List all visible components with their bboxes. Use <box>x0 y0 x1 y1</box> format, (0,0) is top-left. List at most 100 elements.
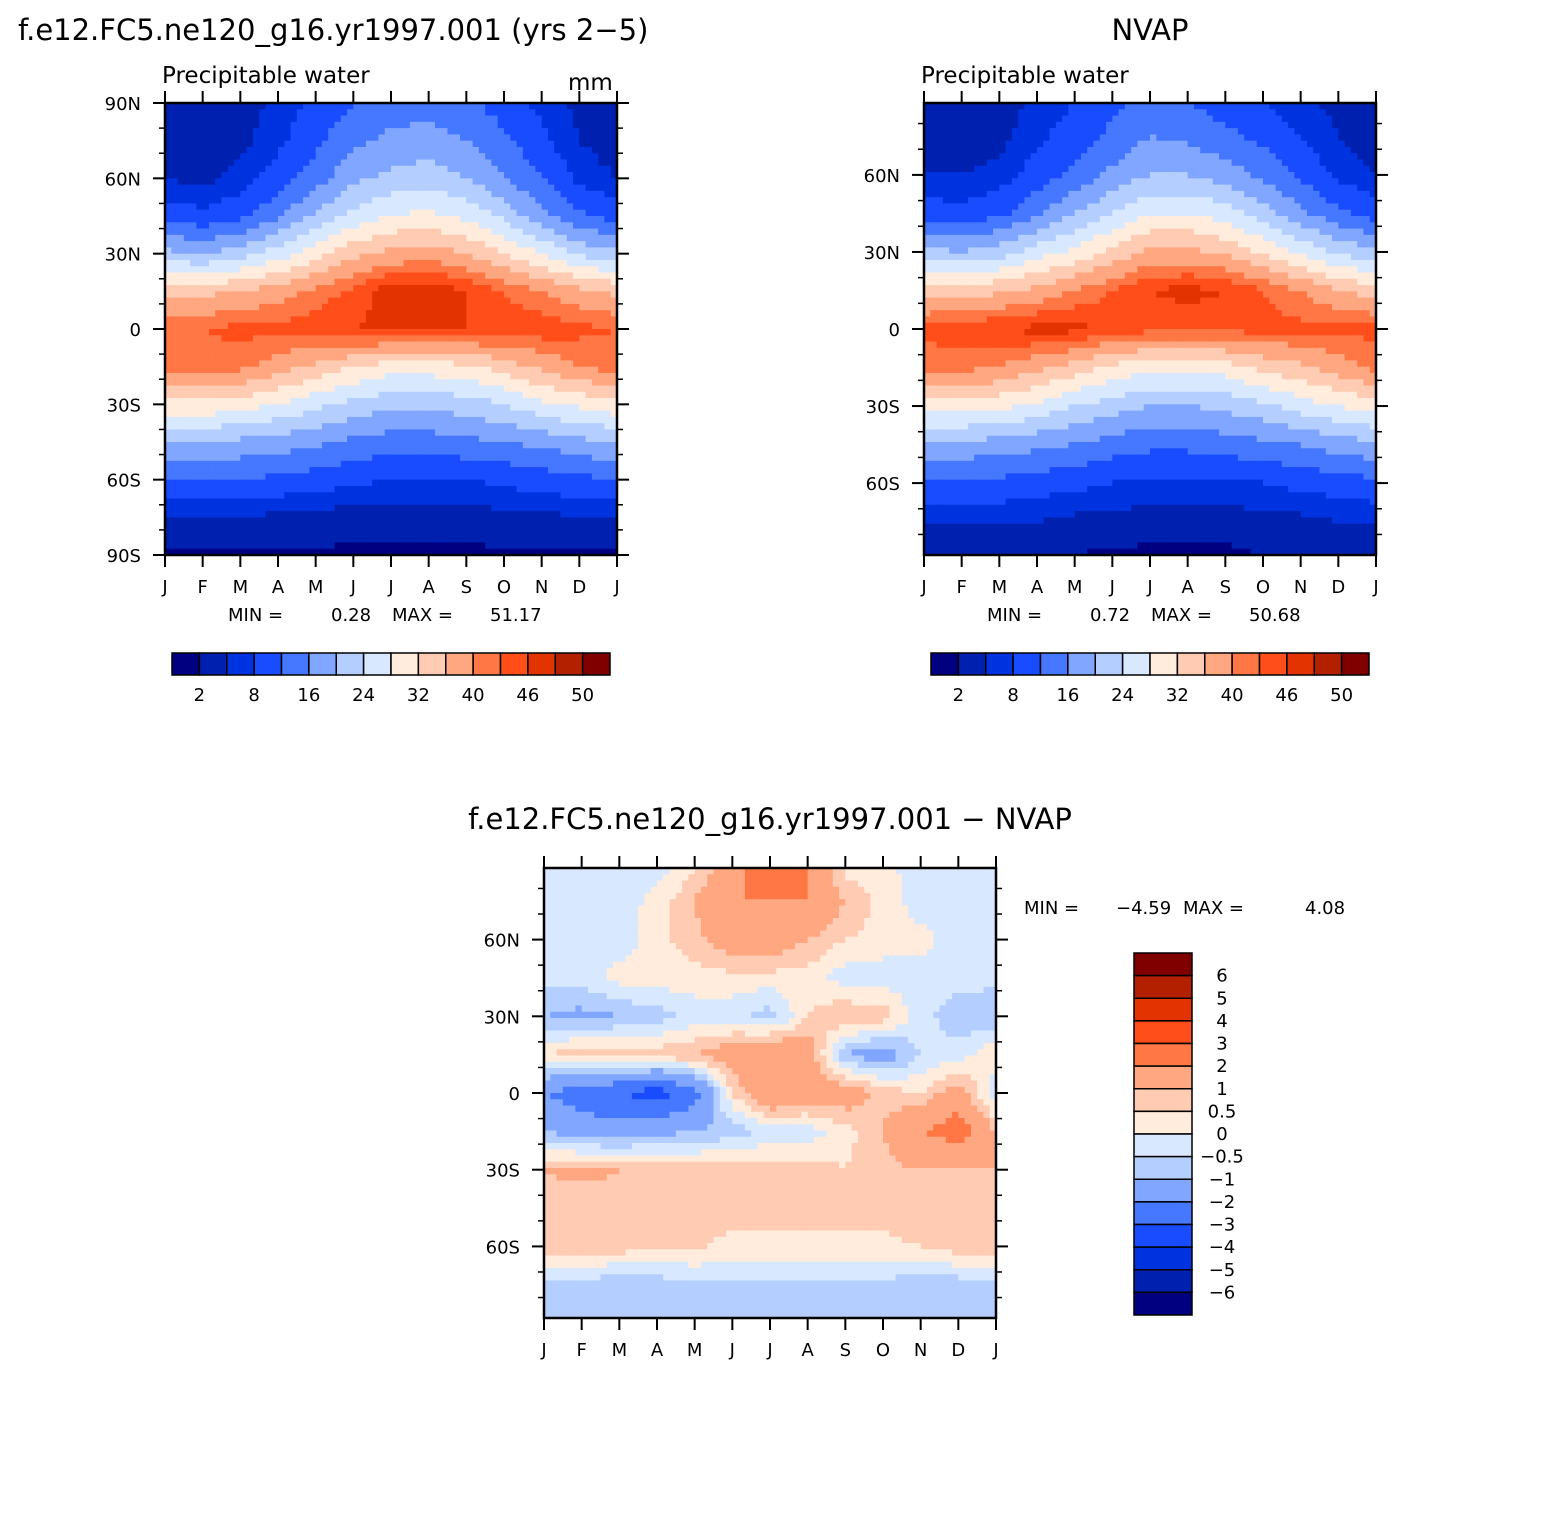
heatmap-cell <box>165 172 172 179</box>
heatmap-cell <box>447 498 455 506</box>
heatmap-cell <box>403 517 411 525</box>
heatmap-cell <box>221 416 229 424</box>
heatmap-cell <box>391 146 398 154</box>
heatmap-cell <box>516 385 524 393</box>
heatmap-cell <box>585 165 593 173</box>
heatmap-cell <box>529 297 536 305</box>
heatmap-cell <box>315 216 323 223</box>
heatmap-cell <box>541 335 549 343</box>
heatmap-cell <box>208 103 216 110</box>
heatmap-cell <box>384 172 392 179</box>
heatmap-cell <box>598 372 606 380</box>
heatmap-cell <box>171 341 179 349</box>
heatmap-cell <box>416 391 423 399</box>
heatmap-cell <box>472 165 480 173</box>
heatmap-cell <box>353 473 361 481</box>
heatmap-cell <box>234 197 241 205</box>
heatmap-cell <box>466 310 474 318</box>
heatmap-cell <box>296 379 304 387</box>
heatmap-cell <box>252 190 260 198</box>
heatmap-cell <box>347 134 354 142</box>
heatmap-cell <box>428 291 436 299</box>
heatmap-cell <box>529 335 536 343</box>
heatmap-cell <box>579 385 587 393</box>
heatmap-cell <box>353 253 361 261</box>
heatmap-cell <box>303 190 310 198</box>
heatmap-cell <box>566 172 574 179</box>
heatmap-cell <box>416 385 423 393</box>
heatmap-cell <box>165 354 172 361</box>
heatmap-cell <box>208 498 216 506</box>
heatmap-cell <box>491 121 499 129</box>
heatmap-cell <box>522 335 530 343</box>
heatmap-cell <box>522 385 530 393</box>
heatmap-cell <box>585 178 593 186</box>
heatmap-cell <box>547 448 555 456</box>
heatmap-cell <box>290 536 298 544</box>
heatmap-cell <box>290 498 298 506</box>
heatmap-cell <box>196 360 204 368</box>
heatmap-cell <box>485 448 493 456</box>
heatmap-cell <box>365 410 373 418</box>
heatmap-cell <box>409 460 417 468</box>
heatmap-cell <box>340 511 348 518</box>
heatmap-cell <box>485 423 493 431</box>
heatmap-cell <box>227 134 235 142</box>
heatmap-cell <box>585 442 593 449</box>
heatmap-cell <box>290 410 298 418</box>
heatmap-cell <box>547 216 555 223</box>
heatmap-cell <box>240 511 248 518</box>
heatmap-cell <box>227 404 235 412</box>
heatmap-cell <box>271 335 279 343</box>
heatmap-cell <box>315 536 323 544</box>
heatmap-cell <box>384 209 392 217</box>
heatmap-cell <box>573 241 580 248</box>
heatmap-cell <box>403 354 411 361</box>
heatmap-cell <box>208 134 216 142</box>
heatmap-cell <box>485 203 493 211</box>
heatmap-cell <box>391 209 398 217</box>
heatmap-cell <box>522 498 530 506</box>
heatmap-cell <box>309 372 317 380</box>
heatmap-cell <box>510 385 518 393</box>
heatmap-cell <box>265 360 273 368</box>
heatmap-cell <box>208 467 216 474</box>
heatmap-cell <box>171 360 179 368</box>
heatmap-cell <box>252 398 260 405</box>
heatmap-cell <box>510 172 518 179</box>
heatmap-cell <box>240 134 248 142</box>
heatmap-cell <box>460 504 467 512</box>
heatmap-cell <box>591 165 599 173</box>
heatmap-cell <box>252 416 260 424</box>
heatmap-cell <box>196 303 204 311</box>
heatmap-cell <box>208 247 216 255</box>
heatmap-cell <box>460 372 467 380</box>
heatmap-cell <box>434 322 442 330</box>
heatmap-cell <box>221 146 229 154</box>
heatmap-cell <box>321 134 329 142</box>
heatmap-cell <box>585 517 593 525</box>
heatmap-cell <box>516 247 524 255</box>
heatmap-cell <box>560 253 568 261</box>
heatmap-cell <box>441 467 449 474</box>
heatmap-cell <box>384 253 392 261</box>
heatmap-cell <box>296 517 304 525</box>
heatmap-cell <box>190 517 197 525</box>
heatmap-cell <box>221 385 229 393</box>
heatmap-cell <box>215 297 223 305</box>
heatmap-cell <box>535 385 543 393</box>
heatmap-cell <box>478 203 486 211</box>
heatmap-cell <box>529 310 536 318</box>
heatmap-cell <box>278 398 285 405</box>
heatmap-cell <box>252 385 260 393</box>
heatmap-cell <box>422 360 430 368</box>
heatmap-cell <box>296 203 304 211</box>
heatmap-cell <box>604 435 612 443</box>
heatmap-cell <box>453 517 461 525</box>
heatmap-cell <box>183 303 191 311</box>
heatmap-cell <box>547 291 555 299</box>
heatmap-cell <box>541 442 549 449</box>
heatmap-cell <box>460 109 467 117</box>
heatmap-cell <box>221 134 229 142</box>
heatmap-cell <box>529 178 536 186</box>
